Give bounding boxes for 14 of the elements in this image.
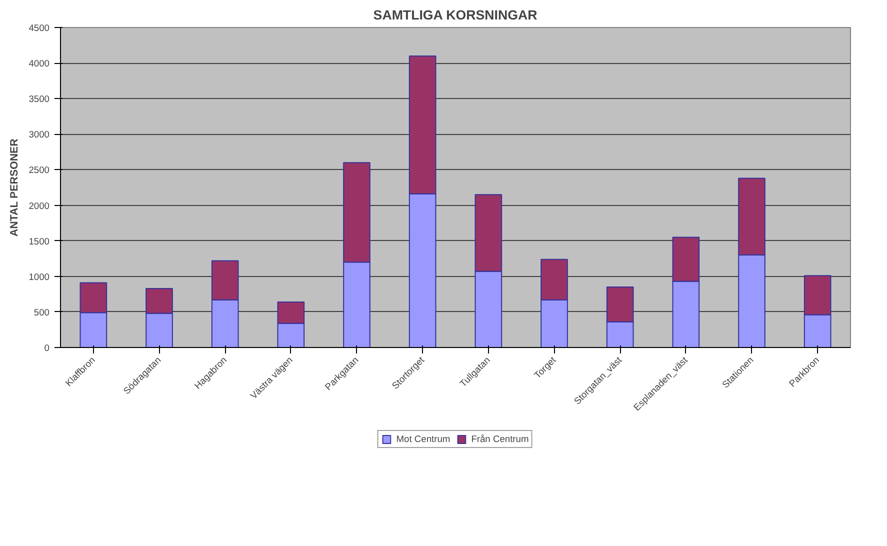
y-tick-label: 2000 bbox=[28, 200, 50, 211]
y-tick-label: 1000 bbox=[28, 272, 50, 282]
y-tick-label: 0 bbox=[44, 343, 50, 353]
chart-title: SAMTLIGA KORSNINGAR bbox=[373, 8, 538, 22]
y-tick-label: 4000 bbox=[28, 58, 50, 69]
y-tick-label: 4500 bbox=[28, 23, 50, 33]
y-tick-label: 3000 bbox=[28, 130, 50, 140]
y-tick-label: 2500 bbox=[28, 165, 50, 176]
legend-label: Mot Centrum bbox=[396, 434, 450, 444]
legend-label: Från Centrum bbox=[471, 434, 529, 444]
y-tick-label: 1500 bbox=[28, 236, 50, 246]
y-tick-label: 500 bbox=[34, 307, 50, 318]
y-tick-label: 3500 bbox=[28, 94, 50, 104]
y-axis-title: ANTAL PERSONER bbox=[8, 138, 21, 237]
